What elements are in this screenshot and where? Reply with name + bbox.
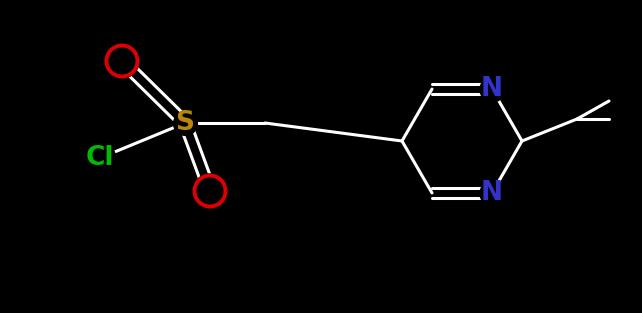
Circle shape: [105, 44, 139, 78]
Text: S: S: [175, 110, 195, 136]
Text: N: N: [481, 76, 503, 102]
Text: N: N: [481, 180, 503, 206]
Text: Cl: Cl: [86, 145, 114, 171]
Circle shape: [193, 174, 227, 208]
